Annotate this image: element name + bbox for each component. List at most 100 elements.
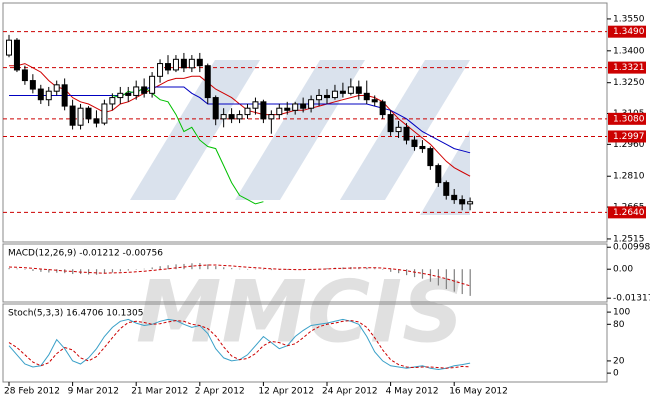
candle-body [355,86,362,94]
macd-bar [215,266,217,270]
macd-bar [231,268,233,270]
macd-bar [390,269,392,272]
macd-bar [453,269,455,292]
candle-body [419,145,426,150]
macd-bar [406,269,408,276]
macd-bar [95,269,98,275]
candle-body [188,58,195,69]
macd-bar [103,269,106,274]
candle-body [347,86,354,94]
macd-bar [167,265,169,270]
macd-bar [223,267,225,270]
candle-body [37,88,44,101]
candle-body [77,107,84,126]
x-tick-label: 2 Apr 2012 [195,387,245,397]
candle-body [411,139,418,147]
macd-bar [127,269,129,271]
candle-body [443,182,450,196]
candle-body [300,103,307,109]
candle-body [292,103,299,111]
candle-body [316,94,323,101]
candle-body [141,86,148,94]
x-tick-label: 16 May 2012 [449,387,508,397]
candle-body [45,90,52,101]
macd-bar [143,268,145,270]
candle-body [276,107,283,116]
macd-bar [8,268,10,270]
candle-body [260,101,267,120]
macd-bar [119,269,121,272]
macd-bar [111,269,114,273]
macd-bar [16,268,18,270]
candle-body [6,39,12,56]
candle-body [149,75,156,94]
x-tick-label: 21 Mar 2012 [131,387,188,397]
candle-body [331,90,338,99]
candle-body [85,107,92,120]
macd-bar [72,269,74,275]
candle-body [165,63,171,71]
macd-label: MACD(12,26,9) -0.01212 -0.00756 [8,249,163,259]
candle-body [29,80,36,90]
candle-body [236,114,243,120]
candle-body [180,58,187,69]
y-tick-label: 0.00998 [613,243,650,253]
macd-bar [151,267,153,270]
level-tag [608,25,646,38]
y-tick-label: 20 [613,356,625,366]
x-tick-label: 28 Feb 2012 [4,387,60,397]
macd-bar [56,269,58,273]
macd-bar [40,269,42,272]
level-label: 1.2997 [613,132,645,142]
candle-body [244,107,251,116]
macd-bar [199,263,201,270]
candle-body [21,69,28,82]
macd-bar [326,268,328,270]
macd-bar [48,269,50,273]
y-tick-label: 0.00 [613,265,633,275]
candle-body [220,114,227,120]
macd-bar [270,269,273,271]
stoch-label: Stoch(5,3,3) 16.4706 10.1305 [8,309,143,319]
x-tick-label: 9 Mar 2012 [68,387,119,397]
candle-body [403,126,410,141]
macd-bar [159,266,161,270]
level-label: 1.3321 [613,63,645,73]
candle-body [339,90,346,94]
indicator-line [8,320,471,369]
macd-bar [24,269,26,270]
candle-body [172,58,179,71]
candle-body [467,201,474,205]
candle-body [252,101,259,109]
macd-bar [398,269,400,274]
macd-bar [175,264,177,270]
candle-body [53,84,60,92]
candle-body [133,86,140,96]
macd-bar [437,269,439,286]
macd-panel [2,243,608,303]
macd-bar [366,267,368,270]
main-panel [2,2,608,243]
macd-bar [413,269,416,278]
stoch-panel [2,303,608,383]
y-tick-label: 0 [613,369,619,379]
candle-body [268,114,275,120]
macd-bar [461,269,463,295]
macd-bar [239,268,241,270]
y-tick-label: 1.2515 [613,234,645,244]
y-tick-label: 80 [613,320,625,330]
candle-body [387,114,394,133]
candle-body [117,92,124,99]
candle-body [61,84,68,107]
candle-body [395,126,402,133]
candle-body [427,148,434,167]
level-label: 1.2640 [613,208,645,218]
y-tick-label: 1.2810 [613,172,645,182]
candle-body [69,105,76,126]
macd-bar [191,263,193,270]
candle-body [308,99,315,109]
watermark: MMCIS [136,262,464,362]
indicator-line [8,264,471,287]
